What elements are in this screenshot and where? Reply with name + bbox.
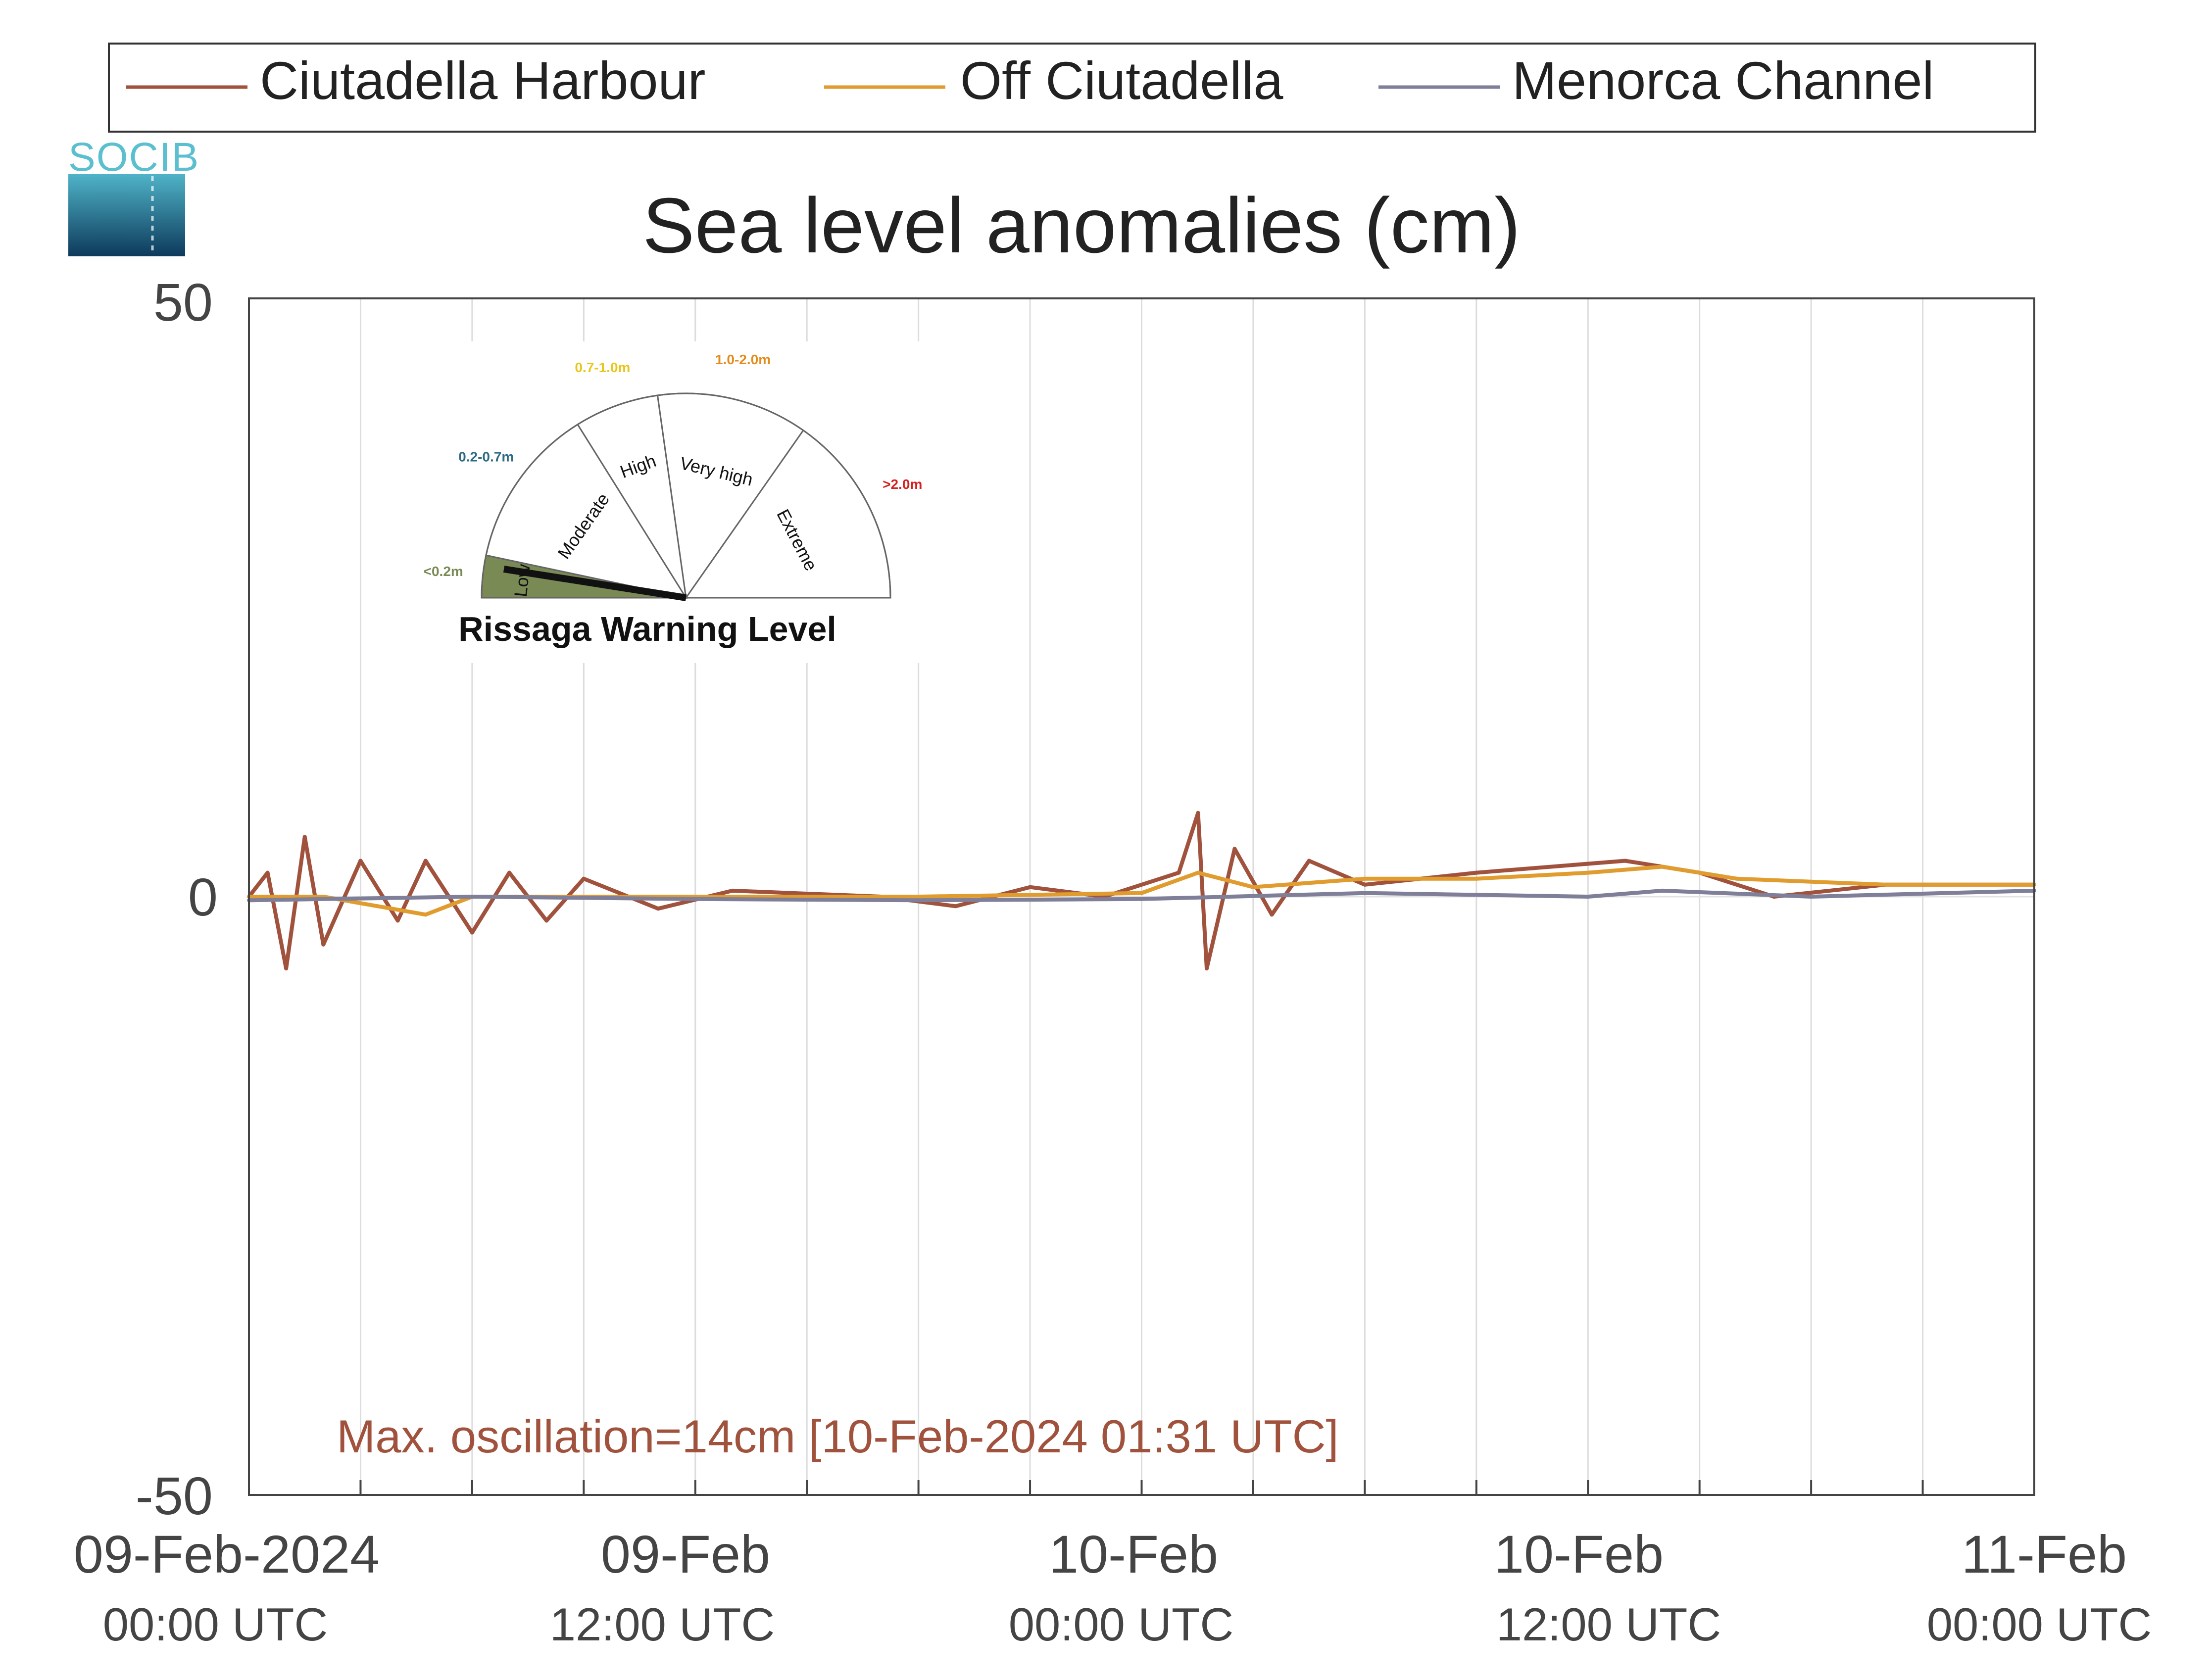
socib-logo-mark: [68, 174, 185, 256]
series-line-menorca-channel: [248, 888, 2035, 903]
series-point: [507, 870, 511, 875]
gauge-range-label: 0.7-1.0m: [575, 360, 630, 375]
series-point: [302, 835, 307, 839]
series-point: [1307, 859, 1311, 863]
series-point: [1177, 870, 1181, 875]
gauge-range-label: 1.0-2.0m: [715, 352, 771, 367]
series-point: [582, 876, 586, 881]
y-tick-label-zero: 0: [188, 867, 218, 927]
series-line-off-ciutadella: [249, 864, 2034, 917]
gauge-range-label: 0.2-0.7m: [458, 449, 514, 465]
socib-logo-text: SOCIB: [68, 135, 199, 180]
x-tick-label-time: 12:00 UTC: [1496, 1598, 1721, 1650]
series-point: [1660, 888, 1665, 893]
gauge-range-label: >2.0m: [883, 477, 922, 492]
series-point: [693, 897, 697, 901]
x-tick-label-time: 00:00 UTC: [1927, 1598, 2152, 1650]
series-point: [470, 930, 474, 935]
series-point: [1363, 891, 1367, 895]
x-tick-label-date: 11-Feb: [1962, 1524, 2127, 1584]
series-point: [358, 859, 363, 863]
legend-label-off-ciutadella: Off Ciutadella: [960, 50, 1283, 110]
series-point: [1883, 882, 1888, 887]
gauge-arc: [481, 392, 891, 598]
x-tick-label-date: 10-Feb: [1049, 1524, 1218, 1584]
series-point: [423, 912, 428, 917]
series-point: [423, 859, 428, 863]
legend-label-menorca-channel: Menorca Channel: [1512, 50, 1934, 110]
x-tick-label-date: 10-Feb: [1494, 1524, 1664, 1584]
series-point: [321, 942, 326, 947]
series-point: [1196, 811, 1200, 815]
series-point: [284, 966, 289, 971]
socib-logo: SOCIB: [68, 135, 199, 256]
series-point: [1232, 847, 1237, 851]
max-oscillation-annotation: Max. oscillation=14cm [10-Feb-2024 01:31…: [337, 1410, 1339, 1462]
series-point: [1363, 882, 1367, 887]
series-point: [1474, 870, 1478, 875]
legend: Ciutadella Harbour Off Ciutadella Menorc…: [108, 43, 2036, 133]
series-point: [916, 895, 921, 899]
x-tick-marks: [359, 1480, 1924, 1495]
gauge-range-label: <0.2m: [424, 564, 463, 579]
series-point: [470, 895, 474, 899]
series-point: [916, 898, 921, 903]
x-tick-labels: 09-Feb-2024 00:00 UTC 09-Feb 12:00 UTC 1…: [74, 1524, 2152, 1650]
x-tick-label-date: 09-Feb-2024: [74, 1524, 380, 1584]
series-point: [1660, 864, 1665, 869]
series-point: [395, 918, 400, 923]
y-tick-label-top: 50: [153, 272, 213, 332]
series-point: [265, 870, 270, 875]
gauge-needle: [503, 566, 687, 601]
gauge-sectors: [481, 392, 891, 600]
chart-title: Sea level anomalies (cm): [642, 182, 1521, 269]
legend-frame: [108, 43, 2036, 133]
series-point: [1586, 895, 1590, 899]
series-point: [544, 918, 549, 923]
series-point: [1196, 870, 1200, 875]
legend-label-ciutadella-harbour: Ciutadella Harbour: [260, 50, 706, 110]
x-tick-label-time: 12:00 UTC: [550, 1598, 775, 1650]
x-tick-label-time: 00:00 UTC: [103, 1598, 328, 1650]
series-point: [1205, 966, 1209, 971]
gauge-title: Rissaga Warning Level: [458, 610, 836, 648]
series-point: [656, 907, 660, 911]
series-point: [1734, 876, 1739, 881]
series-point: [1809, 895, 1814, 899]
series-point: [1474, 876, 1478, 881]
series-point: [1363, 876, 1367, 881]
series-point: [1139, 891, 1144, 895]
series-point: [1270, 912, 1274, 917]
series-point: [730, 888, 735, 893]
x-tick-label-date: 09-Feb: [601, 1524, 770, 1584]
series-point: [1251, 885, 1255, 889]
series-point: [1139, 897, 1144, 901]
series-point: [1028, 885, 1032, 889]
y-tick-label-bottom: -50: [136, 1466, 213, 1526]
series-point: [1623, 859, 1627, 863]
series-point: [1586, 870, 1590, 875]
series-point: [953, 904, 958, 909]
x-tick-label-time: 00:00 UTC: [1009, 1598, 1234, 1650]
